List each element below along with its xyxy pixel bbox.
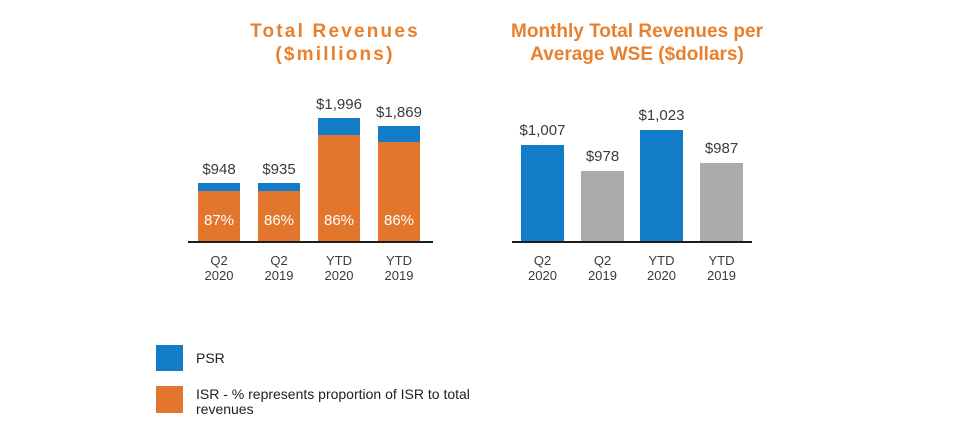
x-tick-line: 2020 <box>324 268 354 283</box>
bar-value-label: $1,023 <box>638 107 685 124</box>
x-tick-line: Q2 <box>210 253 228 268</box>
plot-monthly-revenues-per-wse: $1,007 Q2 2020 $978 Q2 2019 $1,023 YTD 2020 $987 Y… <box>512 100 752 283</box>
psr-segment <box>318 118 360 135</box>
x-tick-line: YTD <box>648 253 675 268</box>
bar-value-label: $987 <box>704 140 739 157</box>
x-axis-line <box>512 241 752 243</box>
x-tick-line: 2020 <box>647 268 676 283</box>
x-tick-label-q2-2020: Q2 2020 <box>513 253 573 283</box>
legend-item-psr: PSR <box>156 345 474 371</box>
psr-segment <box>378 126 420 142</box>
x-tick-line: 2019 <box>707 268 736 283</box>
stacked-bar-q2-2020: 87% <box>198 183 240 241</box>
isr-segment <box>378 142 420 241</box>
x-tick-line: 2019 <box>384 268 414 283</box>
isr-percent-label: 86% <box>383 212 415 229</box>
x-tick-line: Q2 <box>270 253 288 268</box>
x-tick-label-q2-2020: Q2 2020 <box>189 253 249 283</box>
chart-title-total-revenues: Total Revenues ($millions) <box>135 20 535 66</box>
chart-title-monthly-revenues-per-wse: Monthly Total Revenues per Average WSE (… <box>437 20 837 66</box>
bar-value-label: $1,007 <box>519 122 566 139</box>
bar-value-label: $978 <box>585 148 620 165</box>
isr-segment <box>258 191 300 241</box>
x-tick-label-ytd-2020: YTD 2020 <box>632 253 692 283</box>
x-tick-label-ytd-2019: YTD 2019 <box>369 253 429 283</box>
stacked-bar-q2-2019: 86% <box>258 183 300 241</box>
psr-legend-swatch <box>156 345 183 371</box>
bar-value-label: $948 <box>202 161 236 178</box>
x-tick-line: YTD <box>708 253 735 268</box>
isr-legend-swatch <box>156 386 183 413</box>
isr-percent-label: 86% <box>263 212 295 229</box>
stacked-bar-ytd-2019: 86% <box>378 126 420 241</box>
bar-value-label: $1,996 <box>316 96 362 113</box>
x-tick-line: 2020 <box>528 268 557 283</box>
bar-ytd-2019 <box>700 163 743 241</box>
plot-total-revenues: 87% $948 Q2 2020 86% $935 Q2 2019 86% $1,996 YTD 20… <box>188 96 433 283</box>
x-tick-line: Q2 <box>533 253 552 268</box>
x-axis-line <box>188 241 433 243</box>
x-tick-line: 2019 <box>588 268 617 283</box>
chart-title-line-1: Monthly Total Revenues per <box>511 21 763 42</box>
bar-q2-2019 <box>581 171 624 241</box>
x-tick-label-ytd-2020: YTD 2020 <box>309 253 369 283</box>
legend: PSR ISR - % represents proportion of ISR… <box>156 345 474 417</box>
isr-segment <box>318 135 360 241</box>
x-tick-label-q2-2019: Q2 2019 <box>249 253 309 283</box>
bar-value-label: $935 <box>262 161 296 178</box>
x-tick-line: YTD <box>386 253 412 268</box>
x-tick-line: 2020 <box>204 268 234 283</box>
legend-item-isr: ISR - % represents proportion of ISR to … <box>156 386 474 417</box>
x-tick-line: Q2 <box>593 253 612 268</box>
chart-title-line-1: Total Revenues <box>250 21 420 42</box>
x-tick-line: YTD <box>326 253 352 268</box>
chart-title-line-2: Average WSE ($dollars) <box>530 44 744 65</box>
x-tick-label-ytd-2019: YTD 2019 <box>692 253 752 283</box>
bar-ytd-2020 <box>640 130 683 241</box>
stacked-bar-ytd-2020: 86% <box>318 118 360 241</box>
x-tick-line: 2019 <box>264 268 294 283</box>
psr-segment <box>258 183 300 191</box>
x-tick-label-q2-2019: Q2 2019 <box>573 253 633 283</box>
isr-legend-label: ISR - % represents proportion of ISR to … <box>196 386 470 417</box>
psr-segment <box>198 183 240 191</box>
isr-percent-label: 86% <box>323 212 355 229</box>
isr-segment <box>198 191 240 241</box>
chart-title-line-2: ($millions) <box>275 44 395 65</box>
isr-percent-label: 87% <box>203 212 235 229</box>
psr-legend-label: PSR <box>196 349 225 366</box>
bar-value-label: $1,869 <box>376 104 422 121</box>
bar-q2-2020 <box>521 145 564 241</box>
